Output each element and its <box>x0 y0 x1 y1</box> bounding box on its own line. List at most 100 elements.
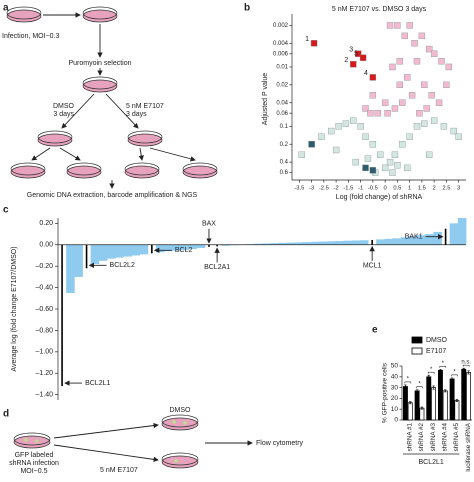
significance-bracket <box>462 364 470 367</box>
annotation-label: BAX <box>202 221 216 228</box>
y-tick-label: 0.06 <box>276 111 288 117</box>
point <box>374 109 381 117</box>
bar <box>262 243 271 245</box>
bar <box>327 241 336 245</box>
annotation-label: BAK1 <box>405 234 423 241</box>
bar <box>457 218 467 245</box>
y-tick-label: –0.60 <box>35 306 53 313</box>
bar <box>270 243 279 245</box>
point <box>406 22 413 29</box>
point <box>367 109 374 117</box>
y-tick-label: 0 <box>394 417 398 424</box>
point <box>421 120 428 127</box>
bar <box>442 390 448 421</box>
point <box>445 63 453 71</box>
point-label: 1 <box>305 36 309 43</box>
point <box>377 151 384 158</box>
point <box>394 161 401 169</box>
bar <box>425 234 434 245</box>
significance-bracket <box>404 381 412 384</box>
panel-d: d GFP labeled shRNA infection MOI~0.5 DM… <box>3 407 304 475</box>
step-text: 3 days <box>53 111 74 118</box>
bar <box>294 242 304 245</box>
bar <box>461 368 467 421</box>
point <box>404 164 411 172</box>
bar <box>402 386 408 421</box>
point <box>298 151 305 158</box>
bar <box>426 376 432 421</box>
bar <box>253 243 263 245</box>
bar <box>335 241 344 245</box>
bar <box>98 244 108 261</box>
legend-swatch <box>411 347 423 355</box>
x-tick-label: shRNA #4 <box>442 423 449 452</box>
annotation-label: BCL2L2 <box>110 262 135 269</box>
y-tick-label: 0.002 <box>273 23 289 29</box>
highlight-bar <box>61 244 63 387</box>
bar <box>449 223 459 245</box>
point <box>438 58 445 65</box>
bar <box>188 244 198 250</box>
y-tick-label: –1.40 <box>35 391 53 398</box>
significance-label: * <box>453 369 456 375</box>
step-text: 5 nM E7107 <box>100 467 138 474</box>
point <box>421 81 428 89</box>
y-tick-label: 0.1 <box>280 124 289 130</box>
point <box>408 92 416 99</box>
bar <box>449 378 455 421</box>
point-label: 5 <box>354 51 358 58</box>
point <box>369 141 377 148</box>
point <box>389 63 396 71</box>
x-tick-label: luciferase shRNA <box>465 422 472 471</box>
annotation-label: BCL2A1 <box>204 264 230 271</box>
panel-label: b <box>244 3 250 14</box>
highlight-bar <box>208 244 210 247</box>
point <box>335 123 342 130</box>
point <box>308 141 315 148</box>
error-bar <box>462 367 465 371</box>
bar <box>302 242 312 245</box>
point <box>413 123 421 130</box>
x-tick-label: 3 <box>457 186 460 192</box>
point <box>394 22 401 29</box>
error-bar <box>450 377 454 381</box>
x-tick-label: -3 <box>309 186 314 192</box>
y-tick-label: –0.20 <box>35 263 53 270</box>
bar <box>431 387 437 421</box>
x-tick-label: shRNA #1 <box>407 423 414 452</box>
annotation-label: BCL2 <box>175 247 193 254</box>
group-label: BCL2L1 <box>419 459 444 466</box>
bar <box>106 244 116 259</box>
error-bar <box>409 401 412 405</box>
y-tick-label: 0.004 <box>273 41 289 47</box>
step-text: MOI~0.5 <box>20 468 47 475</box>
bar <box>90 244 100 265</box>
panel-label: e <box>372 325 378 336</box>
point <box>440 123 448 130</box>
step-text: Puromyoin selection <box>68 60 131 67</box>
error-bar <box>439 368 442 372</box>
significance-label: * <box>430 367 433 373</box>
point <box>426 45 433 53</box>
significance-label: * <box>418 381 421 387</box>
step-text: Genomic DNA extraction, barcode amplific… <box>27 192 198 199</box>
x-tick-label: -0.5 <box>368 186 378 192</box>
bar <box>74 244 83 277</box>
point <box>401 32 408 40</box>
point-label: 3 <box>349 47 353 54</box>
legend-label: DMSO <box>426 337 448 344</box>
point <box>362 133 369 140</box>
point <box>381 99 389 106</box>
panel-label: d <box>3 409 9 420</box>
x-tick-label: 2.5 <box>442 186 450 192</box>
bar <box>454 400 460 421</box>
point <box>342 120 350 127</box>
step-text: 5 nM E7107 <box>126 103 164 110</box>
bar <box>351 240 361 245</box>
point <box>359 54 367 61</box>
y-tick-label: 0.01 <box>276 65 288 71</box>
highlight-bar <box>444 228 447 245</box>
bar <box>172 244 181 251</box>
highlight-bar <box>371 239 373 245</box>
x-tick-label: 2 <box>433 186 436 192</box>
